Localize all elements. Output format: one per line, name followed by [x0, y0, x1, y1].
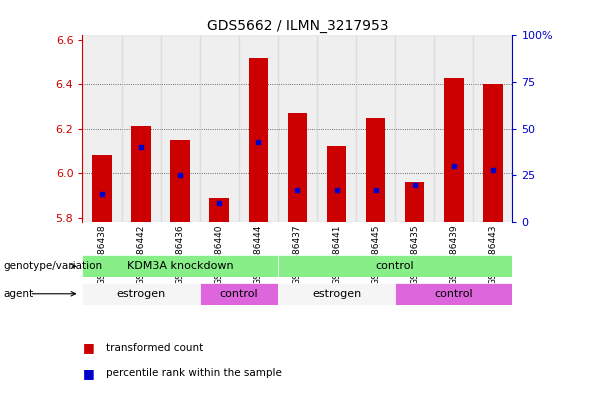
Bar	[366, 118, 385, 222]
Bar	[434, 35, 474, 222]
Bar	[239, 35, 278, 222]
Bar	[395, 35, 434, 222]
Bar	[317, 35, 356, 222]
Text: estrogen: estrogen	[117, 289, 166, 299]
Bar	[82, 283, 200, 305]
Bar	[82, 255, 278, 277]
Bar	[121, 35, 161, 222]
Bar	[483, 84, 502, 222]
Text: estrogen: estrogen	[312, 289, 361, 299]
Title: GDS5662 / ILMN_3217953: GDS5662 / ILMN_3217953	[207, 19, 388, 33]
Bar	[170, 140, 190, 222]
Bar	[474, 35, 512, 222]
Text: ■: ■	[82, 367, 94, 380]
Bar	[356, 35, 395, 222]
Text: control: control	[220, 289, 258, 299]
Bar	[395, 283, 512, 305]
Text: percentile rank within the sample: percentile rank within the sample	[106, 368, 282, 378]
Bar	[327, 147, 346, 222]
Bar	[405, 182, 425, 222]
Bar	[444, 77, 464, 222]
Bar	[82, 35, 121, 222]
Text: ■: ■	[82, 341, 94, 354]
Bar	[131, 127, 151, 222]
Bar	[249, 58, 268, 222]
Text: agent: agent	[3, 289, 33, 299]
Bar	[200, 283, 278, 305]
Text: control: control	[435, 289, 473, 299]
Text: transformed count: transformed count	[106, 343, 203, 353]
Text: genotype/variation: genotype/variation	[3, 261, 102, 271]
Bar	[278, 255, 512, 277]
Text: control: control	[376, 261, 415, 271]
Bar	[287, 113, 307, 222]
Bar	[161, 35, 200, 222]
Bar	[278, 283, 395, 305]
Bar	[278, 35, 317, 222]
Bar	[210, 198, 229, 222]
Text: KDM3A knockdown: KDM3A knockdown	[127, 261, 233, 271]
Bar	[92, 155, 112, 222]
Bar	[200, 35, 239, 222]
